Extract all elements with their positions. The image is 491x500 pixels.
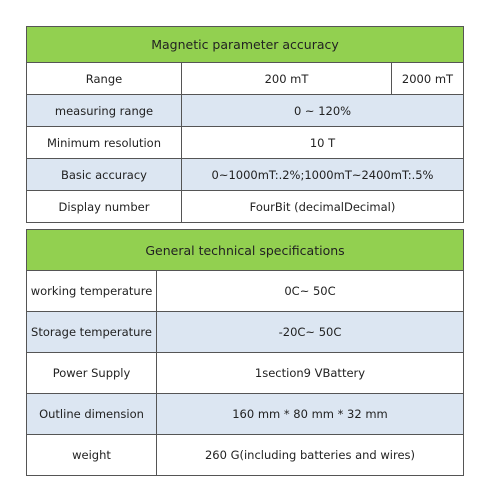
row-label: Display number bbox=[26, 190, 182, 223]
range-value-200: 200 mT bbox=[181, 62, 392, 95]
table-row: Display number FourBit (decimalDecimal) bbox=[26, 190, 465, 223]
table-row: Minimum resolution 10 T bbox=[26, 126, 465, 159]
table-row: Storage temperature -20C~ 50C bbox=[26, 311, 464, 353]
table-row: Range 200 mT 2000 mT bbox=[26, 62, 465, 95]
general-specifications-table: General technical specifications working… bbox=[26, 229, 464, 476]
row-label: Outline dimension bbox=[26, 393, 157, 435]
table-row: Outline dimension 160 mm * 80 mm * 32 mm bbox=[26, 393, 464, 435]
magnetic-table-title: Magnetic parameter accuracy bbox=[25, 26, 465, 63]
row-value: 160 mm * 80 mm * 32 mm bbox=[156, 393, 464, 435]
table-row: Power Supply 1section9 VBattery bbox=[26, 352, 464, 394]
row-label: Basic accuracy bbox=[26, 158, 182, 191]
table-row: weight 260 G(including batteries and wir… bbox=[26, 434, 464, 476]
table-row: working temperature 0C~ 50C bbox=[26, 270, 464, 312]
row-value: 10 T bbox=[180, 126, 465, 159]
row-label: working temperature bbox=[26, 270, 157, 312]
row-label: weight bbox=[26, 434, 157, 476]
row-value: 1section9 VBattery bbox=[156, 352, 464, 394]
row-label: Power Supply bbox=[26, 352, 157, 394]
row-value: 260 G(including batteries and wires) bbox=[156, 434, 464, 476]
range-value-2000: 2000 mT bbox=[390, 62, 465, 95]
magnetic-parameter-table: Magnetic parameter accuracy Range 200 mT… bbox=[25, 26, 465, 223]
row-label: Minimum resolution bbox=[26, 126, 182, 159]
magnetic-table-header-row: Magnetic parameter accuracy bbox=[25, 26, 465, 63]
row-value: 0~1000mT:.2%;1000mT~2400mT:.5% bbox=[180, 158, 465, 191]
row-value: 0 ~ 120% bbox=[180, 94, 465, 127]
row-value: FourBit (decimalDecimal) bbox=[180, 190, 465, 223]
range-label: Range bbox=[26, 62, 182, 95]
general-table-header-row: General technical specifications bbox=[26, 229, 464, 271]
row-value: -20C~ 50C bbox=[156, 311, 464, 353]
general-table-title: General technical specifications bbox=[26, 229, 464, 271]
row-label: measuring range bbox=[26, 94, 182, 127]
table-row: Basic accuracy 0~1000mT:.2%;1000mT~2400m… bbox=[26, 158, 465, 191]
table-row: measuring range 0 ~ 120% bbox=[26, 94, 465, 127]
row-value: 0C~ 50C bbox=[156, 270, 464, 312]
row-label: Storage temperature bbox=[26, 311, 157, 353]
